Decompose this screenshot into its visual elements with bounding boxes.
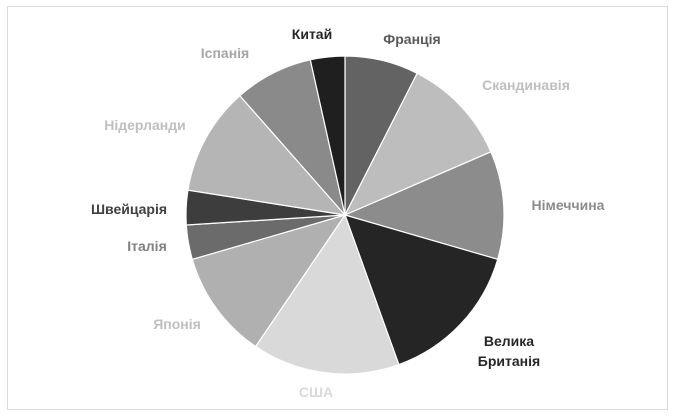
slice-label-10: Китай xyxy=(292,26,332,42)
slice-label-2: Німеччина xyxy=(532,197,605,213)
slice-label-1: Скандинавія xyxy=(482,77,570,93)
pie-slice-2 xyxy=(343,151,505,261)
slice-label-5: Японія xyxy=(153,316,201,332)
pie-slice-1 xyxy=(343,72,492,217)
slice-label-7: Швейцарія xyxy=(91,201,167,217)
slice-label-9: Іспанія xyxy=(201,45,249,61)
pie-labels: Франція Скандинавія Німеччина Велика Британі… xyxy=(91,26,605,400)
slice-label-8: Нідерланди xyxy=(104,117,186,133)
pie-slice-8 xyxy=(187,94,347,216)
pie-slice-5 xyxy=(191,213,347,348)
slice-label-0: Франція xyxy=(383,31,440,47)
pie-slice-10 xyxy=(309,55,346,216)
slice-label-4: США xyxy=(299,384,333,400)
pie-slices xyxy=(185,55,505,375)
slice-label-3: Велика Британія xyxy=(478,333,540,369)
pie-slice-4 xyxy=(254,213,400,375)
slice-label-6: Італія xyxy=(127,238,166,254)
pie-slice-3 xyxy=(344,214,499,366)
